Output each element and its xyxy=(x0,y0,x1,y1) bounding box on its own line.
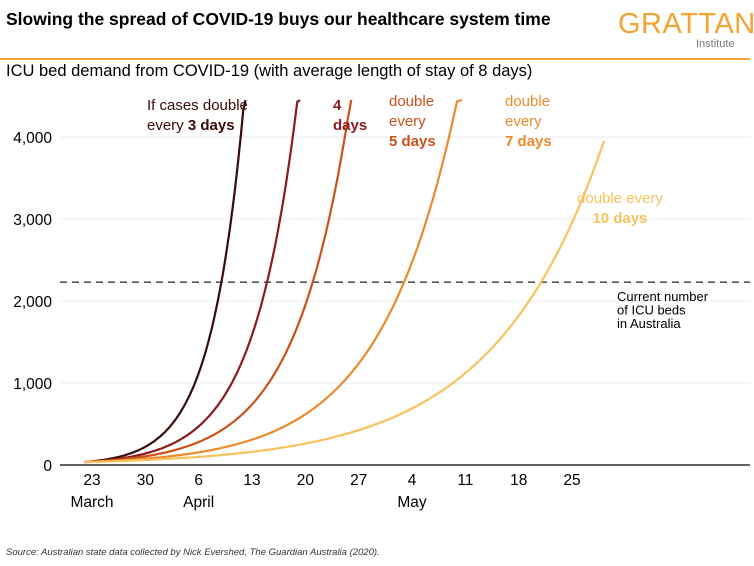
series-label-seven_days: every xyxy=(505,113,542,130)
series-label-four_days: 4 xyxy=(333,97,342,114)
y-grid xyxy=(60,136,750,384)
series-label-three_days: every 3 days xyxy=(147,117,235,134)
x-tick-label: 23 xyxy=(83,472,100,489)
series-line-three_days xyxy=(84,99,247,464)
x-month-label: April xyxy=(183,494,214,511)
series-label-five_days: double xyxy=(389,93,434,110)
series-label-four_days: days xyxy=(333,117,367,134)
series-layer xyxy=(84,99,606,464)
series-line-seven_days xyxy=(84,99,463,464)
icu-capacity-label: of ICU beds xyxy=(617,303,686,318)
icu-capacity-label: in Australia xyxy=(617,316,681,331)
series-label-bold: 3 days xyxy=(188,117,235,134)
series-label-seven_days: 7 days xyxy=(505,133,552,150)
x-tick-label: 4 xyxy=(408,472,417,489)
series-label-text: every xyxy=(389,113,426,130)
grattan-logo: GRATTAN xyxy=(618,8,754,40)
x-tick-label: 18 xyxy=(510,472,527,489)
series-label-seven_days: double xyxy=(505,93,550,110)
series-label-bold: 4 xyxy=(333,97,342,114)
series-label-text: every xyxy=(505,113,542,130)
series-label-text: double every xyxy=(577,190,663,207)
icu-capacity-label: Current number xyxy=(617,289,709,304)
series-label-text: If cases double xyxy=(147,97,248,114)
series-label-text: every xyxy=(147,117,188,134)
x-tick-label: 20 xyxy=(297,472,315,489)
series-label-three_days: If cases double xyxy=(147,97,248,114)
series-labels: If cases double every 3 days 4 days double ev… xyxy=(147,93,663,227)
series-label-bold: 5 days xyxy=(389,133,436,150)
series-label-bold: 10 days xyxy=(592,210,647,227)
series-label-text: double xyxy=(389,93,434,110)
y-tick-label: 1,000 xyxy=(13,376,52,393)
y-tick-label: 0 xyxy=(43,458,52,475)
series-label-bold: days xyxy=(333,117,367,134)
x-tick-label: 11 xyxy=(457,472,473,489)
series-label-five_days: every xyxy=(389,113,426,130)
chart-subtitle: ICU bed demand from COVID-19 (with avera… xyxy=(6,62,533,80)
series-label-five_days: 5 days xyxy=(389,133,436,150)
y-tick-label: 3,000 xyxy=(13,212,52,229)
source-note: Source: Australian state data collected … xyxy=(6,547,380,558)
x-month-label: March xyxy=(70,494,113,511)
series-label-bold: 7 days xyxy=(505,133,552,150)
series-label-ten_days: double every xyxy=(577,190,663,207)
x-tick-label: 13 xyxy=(243,472,260,489)
series-line-four_days xyxy=(84,99,301,464)
series-line-ten_days xyxy=(84,140,606,464)
series-label-ten_days: 10 days xyxy=(592,210,647,227)
axis-layer: 0 1,000 2,000 3,000 4,000 23 March 30 6 April 13 20… xyxy=(13,130,750,511)
y-tick-label: 2,000 xyxy=(13,294,52,311)
x-tick-label: 27 xyxy=(350,472,367,489)
x-month-label: May xyxy=(397,494,427,511)
x-tick-label: 25 xyxy=(563,472,580,489)
grattan-logo-subtitle: Institute xyxy=(696,38,735,50)
series-label-text: double xyxy=(505,93,550,110)
y-tick-label: 4,000 xyxy=(13,130,52,147)
header-rule xyxy=(0,58,750,60)
x-tick-label: 6 xyxy=(194,472,203,489)
x-tick-label: 30 xyxy=(137,472,155,489)
chart-title: Slowing the spread of COVID-19 buys our … xyxy=(6,9,551,29)
series-line-five_days xyxy=(84,99,353,464)
